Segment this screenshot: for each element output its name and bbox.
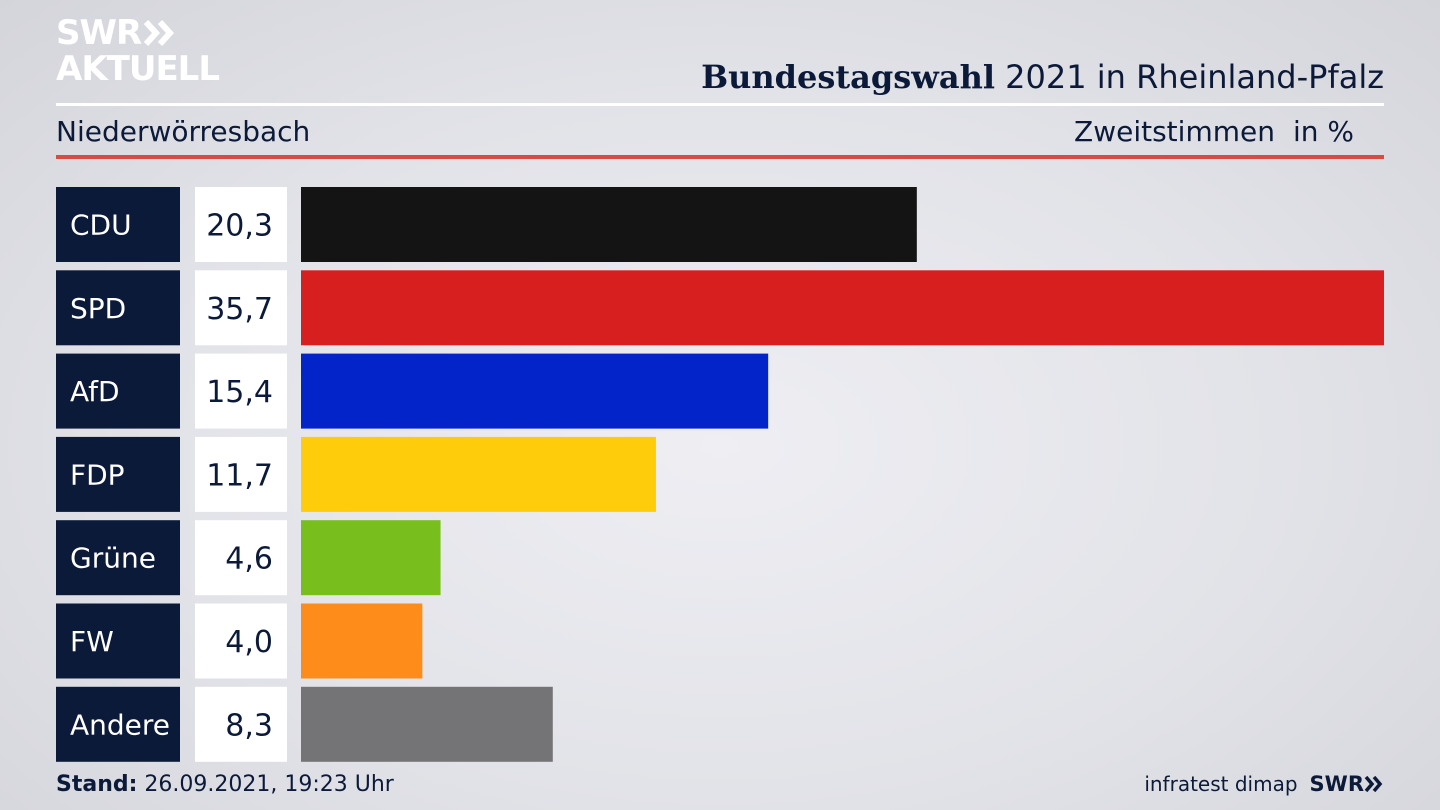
bar-spd <box>301 270 1384 346</box>
party-label-box-fw <box>56 603 180 679</box>
accent-divider <box>56 155 1384 159</box>
logo-line2: AKTUELL <box>56 49 220 89</box>
party-label: Andere <box>70 708 170 741</box>
title-bold: Bundestagswahl <box>701 58 995 96</box>
bar-fdp <box>301 436 656 512</box>
double-chevron-icon <box>143 20 175 46</box>
value-label: 11,7 <box>206 458 273 493</box>
party-label-box-gr-ne <box>56 520 180 596</box>
value-label-box-andere <box>195 686 287 762</box>
title-rest: 2021 in Rheinland-Pfalz <box>1005 58 1384 96</box>
timestamp: Stand: 26.09.2021, 19:23 Uhr <box>56 772 394 797</box>
bar-gr-ne <box>301 520 441 596</box>
value-label: 20,3 <box>206 209 273 244</box>
bar-afd <box>301 353 769 429</box>
party-label-box-afd <box>56 353 180 429</box>
value-label-box-gr-ne <box>195 520 287 596</box>
source-credit: infratest dimap SWR <box>1144 772 1384 796</box>
party-label-box-cdu <box>56 187 180 262</box>
page-title: Bundestagswahl 2021 in Rheinland-Pfalz <box>701 58 1384 96</box>
value-label: 4,0 <box>225 625 273 660</box>
value-label: 15,4 <box>206 375 273 410</box>
party-label: FDP <box>70 458 125 491</box>
unit-text: in % <box>1292 115 1354 148</box>
swr-aktuell-logo: SWR AKTUELL <box>56 13 220 89</box>
value-label-box-fdp <box>195 436 287 512</box>
party-label-box-andere <box>56 686 180 762</box>
measure-label: Zweitstimmen in % <box>1074 115 1354 148</box>
value-label: 35,7 <box>206 292 273 327</box>
value-label: 8,3 <box>225 708 273 743</box>
value-label-box-afd <box>195 353 287 429</box>
place-name: Niederwörresbach <box>56 115 311 148</box>
bar-andere <box>301 686 553 762</box>
value-label-box-cdu <box>195 187 287 262</box>
party-label-box-spd <box>56 270 180 346</box>
swr-brand: SWR <box>1310 772 1384 796</box>
party-label-box-fdp <box>56 436 180 512</box>
measure-text: Zweitstimmen <box>1074 115 1275 148</box>
party-label: SPD <box>70 292 126 325</box>
brand-text: SWR <box>1309 772 1364 796</box>
stand-label: Stand: <box>56 772 138 797</box>
party-label: CDU <box>70 209 132 242</box>
stand-value: 26.09.2021, 19:23 Uhr <box>144 772 394 797</box>
source-text: infratest dimap <box>1144 772 1298 796</box>
party-label: AfD <box>70 375 120 408</box>
double-chevron-icon <box>1364 776 1383 792</box>
value-label-box-spd <box>195 270 287 346</box>
party-label: Grüne <box>70 542 156 575</box>
value-label-box-fw <box>195 603 287 679</box>
header-divider <box>56 103 1384 106</box>
bar-cdu <box>301 187 917 262</box>
value-label: 4,6 <box>225 542 273 577</box>
party-label: FW <box>70 625 114 658</box>
logo-line1: SWR <box>56 13 142 53</box>
bar-fw <box>301 603 423 679</box>
